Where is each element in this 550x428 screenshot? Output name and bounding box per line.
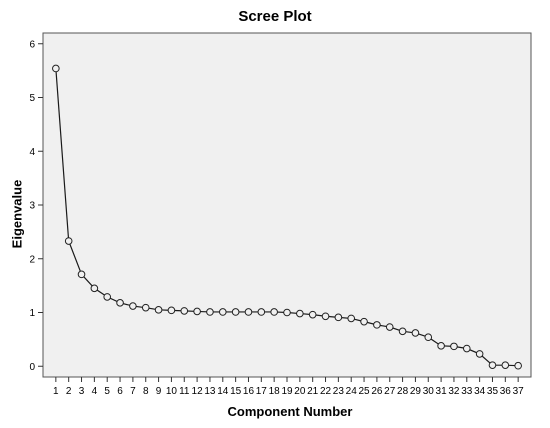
data-point [385,323,394,331]
data-point [321,312,330,321]
y-tick-label: 3 [29,201,35,212]
y-tick-label: 0 [29,362,35,373]
x-tick-label: 12 [192,386,204,397]
x-tick-label: 32 [448,386,460,397]
x-tick-label: 11 [179,386,190,397]
data-point [501,361,510,369]
data-point [77,270,86,279]
data-point [347,314,356,323]
x-tick-label: 6 [117,386,123,397]
plot-frame [42,32,532,378]
x-tick-label: 35 [487,386,499,397]
x-tick-label: 8 [143,386,149,397]
y-axis-label: Eigenvalue [9,179,25,249]
x-tick-label: 24 [346,386,358,397]
data-point [218,308,227,316]
data-point [193,307,201,316]
data-point [450,342,458,351]
data-point [514,361,522,370]
x-tick-label: 31 [436,386,448,397]
x-tick-label: 27 [384,386,396,397]
data-point [437,342,445,350]
x-tick-label: 25 [358,386,370,397]
data-point [244,308,253,316]
x-tick-label: 28 [397,386,409,397]
x-tick-label: 29 [410,386,422,397]
data-point [167,306,176,315]
data-point [52,64,60,73]
x-tick-label: 20 [294,386,306,397]
data-point [129,302,137,310]
data-point [398,327,407,336]
x-tick-label: 26 [371,386,383,397]
x-tick-label: 37 [513,386,525,397]
data-point [296,309,304,318]
data-point [308,310,317,319]
x-tick-label: 23 [333,386,345,397]
data-point [488,361,497,369]
data-point [462,344,471,353]
data-point [141,303,150,312]
x-tick-label: 36 [500,386,512,397]
data-point [154,306,163,314]
y-tick-label: 6 [29,39,35,50]
data-point [103,293,112,301]
y-tick-label: 4 [29,147,35,158]
data-point [411,329,420,337]
data-point [270,308,278,316]
data-point [373,321,381,329]
x-tick-label: 9 [156,386,162,397]
x-tick-label: 34 [474,386,486,397]
data-point [257,308,266,316]
data-point [334,313,343,322]
data-point [360,317,368,326]
data-point [424,333,433,342]
y-tick-label: 2 [29,254,35,265]
x-axis-label: Component Number [227,404,353,419]
x-tick-label: 14 [217,386,229,397]
x-tick-label: 7 [130,386,136,397]
data-point [90,284,99,293]
chart-title: Scree Plot [238,8,312,25]
x-tick-label: 13 [204,386,216,397]
x-tick-label: 1 [53,386,59,397]
x-tick-label: 21 [307,386,319,397]
x-tick-label: 4 [92,386,98,397]
x-tick-label: 30 [423,386,435,397]
data-point [64,237,73,245]
x-tick-label: 19 [281,386,293,397]
x-tick-label: 17 [256,386,268,397]
x-tick-label: 33 [461,386,473,397]
data-point [116,299,124,307]
x-tick-label: 16 [243,386,255,397]
y-tick-label: 5 [29,93,35,104]
x-tick-label: 10 [166,386,178,397]
x-tick-label: 2 [66,386,72,397]
data-point [231,308,240,316]
data-point [180,307,189,315]
data-point [475,350,484,358]
x-tick-label: 22 [320,386,332,397]
x-tick-label: 5 [104,386,110,397]
x-tick-label: 15 [230,386,242,397]
x-tick-label: 3 [79,386,85,397]
data-point [206,308,214,316]
data-point [283,308,291,317]
x-tick-label: 18 [269,386,281,397]
y-tick-label: 1 [29,308,35,319]
